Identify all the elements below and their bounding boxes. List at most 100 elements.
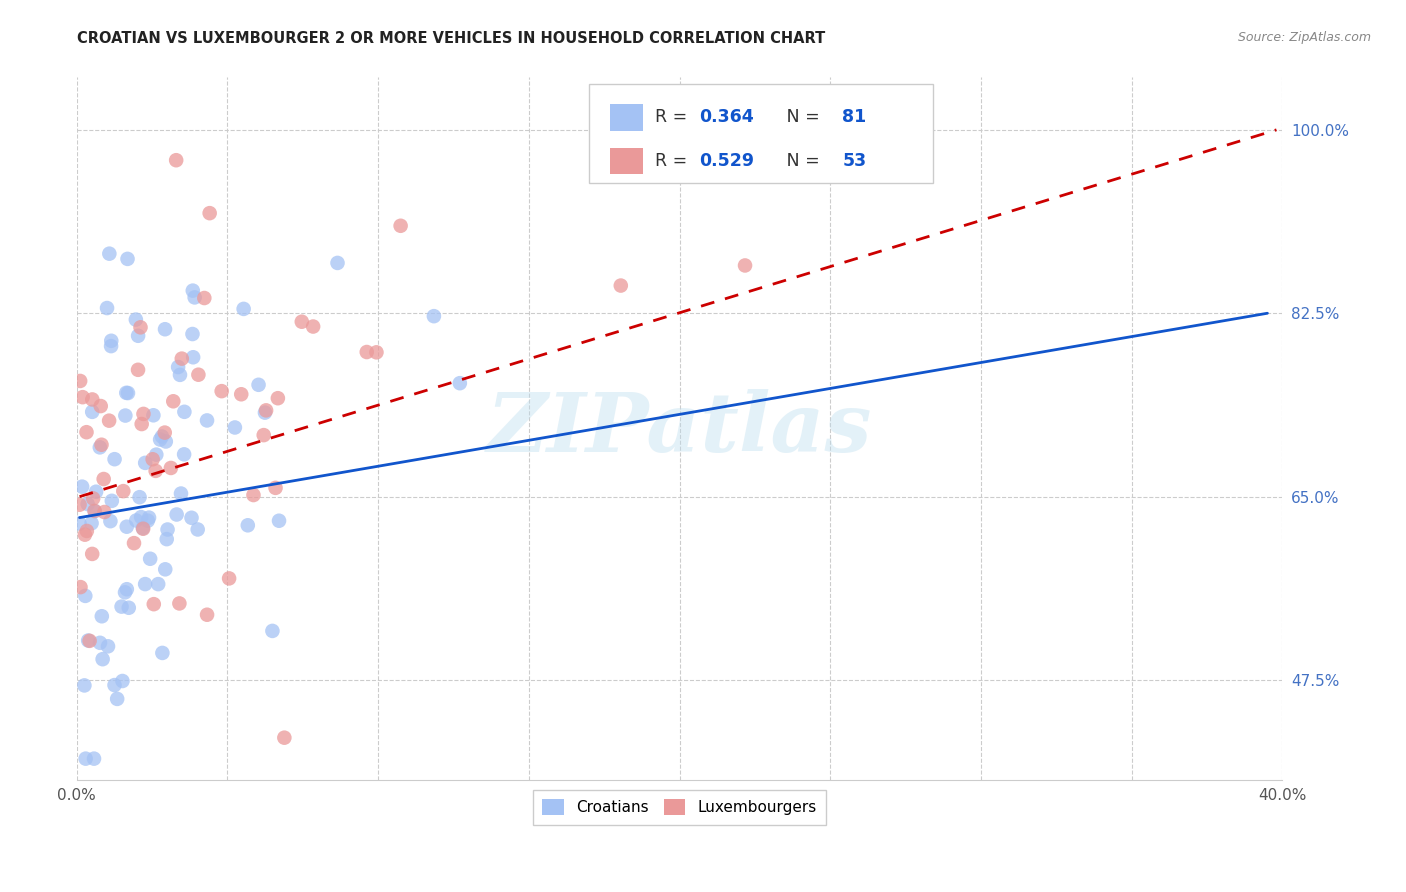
Point (181, 326, 204, 341)
Point (89, 441, 111, 455)
Point (69, 580, 91, 594)
Point (187, 368, 209, 382)
Point (77, 633, 100, 648)
Point (90, 399, 112, 413)
Point (80, 516, 103, 531)
Point (112, 484, 135, 499)
Point (93, 505, 115, 519)
Legend: Croatians, Luxembourgers: Croatians, Luxembourgers (533, 790, 825, 824)
Point (211, 384, 233, 399)
Point (169, 368, 191, 382)
Text: R =: R = (655, 152, 693, 170)
Point (89, 636, 111, 650)
Point (180, 510, 202, 524)
Point (218, 571, 240, 585)
Point (127, 328, 149, 343)
Point (195, 413, 218, 427)
Point (129, 320, 152, 334)
Point (82, 491, 104, 506)
Point (100, 514, 122, 528)
Point (138, 510, 160, 524)
Point (610, 278, 633, 293)
Point (253, 406, 276, 420)
Point (366, 345, 388, 359)
Point (132, 407, 155, 421)
Point (166, 508, 188, 522)
Point (90, 438, 112, 452)
Point (75, 589, 97, 603)
Text: N =: N = (770, 108, 825, 126)
Point (117, 386, 139, 401)
Point (142, 409, 165, 423)
Point (114, 409, 136, 423)
Point (127, 363, 149, 377)
Point (69, 498, 91, 512)
Point (449, 376, 471, 391)
Text: CROATIAN VS LUXEMBOURGER 2 OR MORE VEHICLES IN HOUSEHOLD CORRELATION CHART: CROATIAN VS LUXEMBOURGER 2 OR MORE VEHIC… (77, 31, 825, 46)
Point (117, 252, 139, 266)
Point (129, 510, 152, 524)
Point (150, 646, 173, 660)
Point (73, 527, 96, 541)
Bar (610, 148, 644, 174)
Point (170, 486, 193, 500)
Point (139, 551, 162, 566)
Text: 0.529: 0.529 (699, 152, 754, 170)
Point (291, 315, 314, 329)
Point (145, 448, 167, 462)
Point (70, 480, 93, 494)
Point (145, 464, 167, 478)
Point (79, 633, 101, 648)
Point (82, 547, 104, 561)
Point (128, 490, 150, 504)
Point (125, 513, 148, 527)
Point (90, 609, 112, 624)
Text: 81: 81 (842, 108, 866, 126)
Point (73, 678, 96, 692)
Point (155, 434, 177, 449)
Point (115, 519, 138, 533)
Point (231, 387, 253, 401)
Point (264, 481, 287, 495)
Point (155, 562, 177, 576)
Point (356, 345, 378, 359)
Point (162, 394, 184, 409)
Point (76, 425, 98, 440)
Point (247, 377, 270, 392)
Point (103, 678, 125, 692)
Point (115, 385, 138, 400)
Point (84, 484, 107, 499)
Point (125, 312, 148, 326)
Point (75, 751, 97, 765)
Text: 53: 53 (842, 152, 866, 170)
Point (160, 461, 183, 475)
Point (82, 392, 104, 407)
Point (169, 596, 191, 610)
Point (183, 290, 205, 304)
Point (195, 607, 218, 622)
Point (82, 405, 104, 419)
Point (134, 456, 156, 470)
Text: N =: N = (770, 152, 825, 170)
Point (83, 504, 105, 518)
Bar (610, 103, 644, 130)
Point (111, 673, 134, 688)
Point (173, 447, 195, 461)
Point (100, 334, 122, 348)
Point (423, 309, 446, 323)
Point (103, 452, 125, 467)
Point (302, 319, 325, 334)
Text: 0.364: 0.364 (699, 108, 754, 126)
Point (734, 259, 756, 273)
Point (98, 414, 121, 428)
Point (236, 518, 259, 533)
Point (136, 514, 159, 528)
Point (187, 523, 209, 537)
Point (142, 597, 165, 611)
Point (167, 359, 190, 374)
Point (69, 374, 91, 388)
Point (198, 206, 221, 220)
Point (98, 246, 121, 260)
Point (72, 390, 94, 404)
Point (181, 284, 204, 298)
